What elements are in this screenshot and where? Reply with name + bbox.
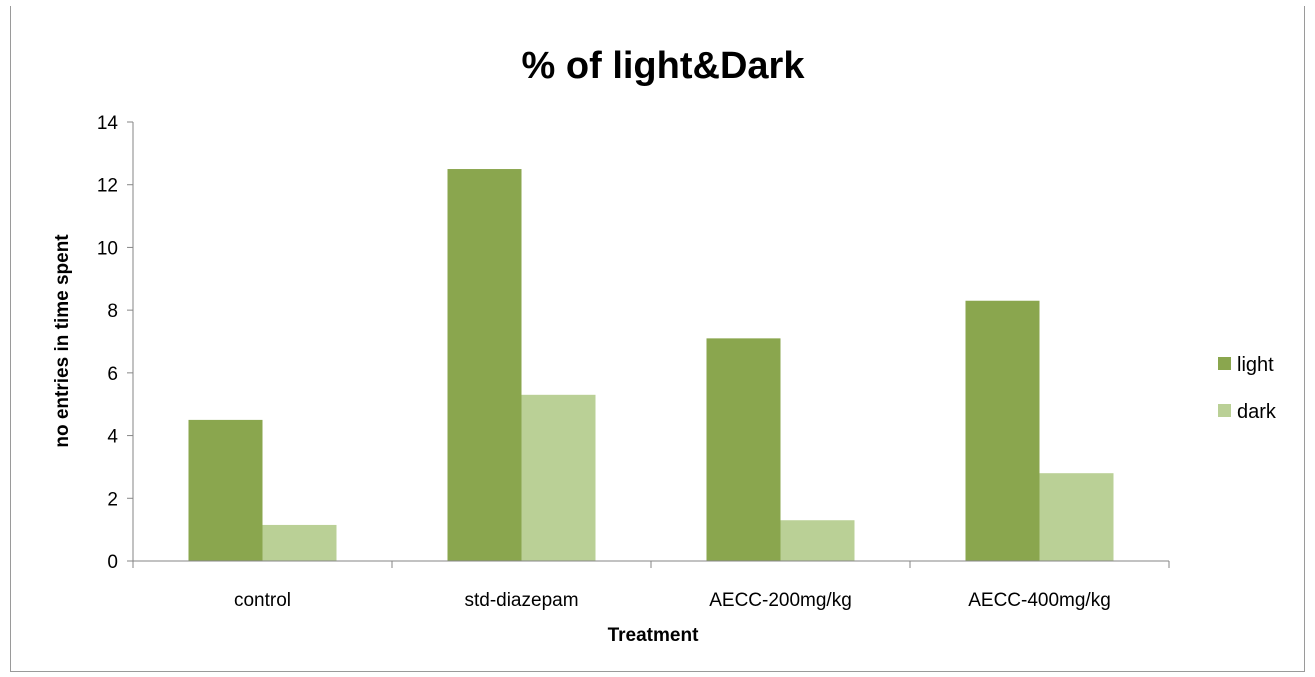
axes-layer: 0 2 4 6 8 10 12 14 control std-diazepam AECC-200mg… — [97, 113, 1170, 611]
x-tick-label: AECC-200mg/kg — [709, 590, 852, 611]
y-tick-label: 10 — [97, 238, 118, 259]
y-axis-title: no entries in time spent — [52, 234, 73, 448]
y-tick-label: 8 — [107, 301, 118, 322]
y-tick-label: 6 — [107, 364, 118, 385]
legend-label-light: light — [1237, 354, 1274, 376]
bar-light-3 — [965, 300, 1040, 561]
y-tick-label: 12 — [97, 176, 118, 197]
legend-swatch-dark — [1218, 404, 1231, 417]
y-tick-label: 0 — [107, 552, 118, 573]
bar-light-0 — [188, 419, 263, 561]
bar-dark-1 — [521, 394, 596, 561]
y-tick-label: 4 — [107, 427, 118, 448]
bar-light-2 — [706, 338, 781, 561]
x-tick-label: control — [234, 590, 291, 611]
x-axis-title: Treatment — [608, 625, 699, 646]
bar-light-1 — [447, 169, 522, 562]
y-tick-label: 14 — [97, 113, 119, 134]
bars-layer — [188, 169, 1114, 562]
legend-label-dark: dark — [1237, 401, 1277, 423]
bar-dark-3 — [1039, 473, 1114, 561]
x-tick-label: AECC-400mg/kg — [968, 590, 1111, 611]
legend: light dark — [1218, 354, 1277, 423]
bar-dark-0 — [262, 524, 337, 561]
legend-swatch-light — [1218, 357, 1231, 370]
bar-dark-2 — [780, 520, 855, 561]
x-tick-label: std-diazepam — [464, 590, 578, 611]
y-tick-label: 2 — [107, 489, 118, 510]
chart-title: % of light&Dark — [522, 45, 806, 87]
